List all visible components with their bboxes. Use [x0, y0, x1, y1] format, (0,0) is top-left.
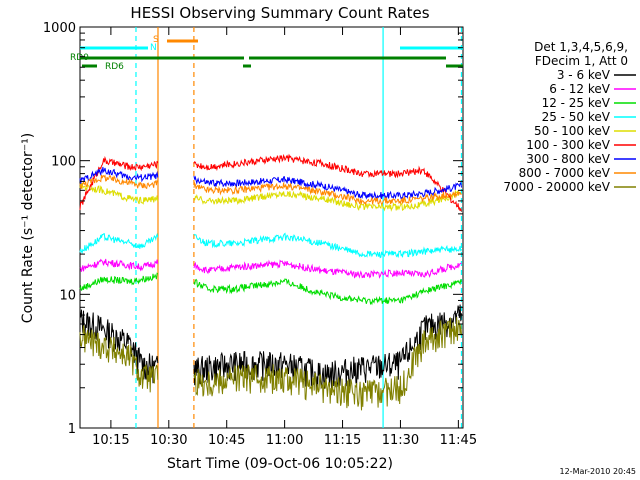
footer-date: 12-Mar-2010 20:45	[560, 467, 637, 476]
x-tick-label-0: 10:15	[92, 433, 129, 448]
y-tick-label-1: 10	[59, 288, 76, 303]
series-line-1	[79, 258, 462, 279]
legend-label-2: 12 - 25 keV	[542, 96, 611, 110]
legend-label-1: 6 - 12 keV	[549, 82, 611, 96]
legend-label-3: 25 - 50 keV	[542, 110, 611, 124]
chart-title: HESSI Observing Summary Count Rates	[130, 4, 429, 22]
flag-bars	[80, 39, 463, 68]
legend: Det 1,3,4,5,6,9,FDecim 1, Att 03 - 6 keV…	[503, 40, 636, 194]
x-tick-label-3: 11:00	[266, 433, 303, 448]
legend-label-4: 50 - 100 keV	[534, 124, 611, 138]
x-tick-label-2: 10:45	[208, 433, 245, 448]
legend-label-5: 100 - 300 keV	[526, 138, 610, 152]
series-line-8	[79, 317, 462, 411]
flag-s-label: S	[153, 35, 159, 45]
x-tick-label-6: 11:45	[440, 433, 477, 448]
series-line-2	[79, 272, 462, 306]
series-line-7	[79, 174, 462, 206]
series-line-3	[79, 232, 462, 259]
y-tick-label-3: 1000	[43, 21, 76, 36]
legend-label-6: 300 - 800 keV	[526, 152, 610, 166]
x-tick-label-5: 11:30	[382, 433, 419, 448]
x-tick-label-1: 10:30	[150, 433, 187, 448]
y-tick-label-2: 100	[51, 155, 76, 170]
y-axis-label: Count Rate (s⁻¹ detector⁻¹)	[20, 133, 36, 323]
y-tick-label-0: 1	[68, 422, 76, 437]
flag-n-label: N	[150, 43, 157, 53]
legend-header-0: Det 1,3,4,5,6,9,	[534, 40, 628, 54]
x-axis-label: Start Time (09-Oct-06 10:05:22)	[167, 456, 393, 472]
plot-frame	[79, 26, 464, 429]
legend-label-8: 7000 - 20000 keV	[503, 180, 610, 194]
legend-label-0: 3 - 6 keV	[557, 68, 611, 82]
flag-rd6-label: RD6	[105, 62, 124, 72]
series-line-5	[79, 153, 462, 212]
x-tick-label-4: 11:15	[324, 433, 361, 448]
series-line-4	[79, 182, 462, 212]
flag-rd0-label: RD0	[70, 53, 89, 63]
legend-header-1: FDecim 1, Att 0	[535, 54, 628, 68]
legend-label-7: 800 - 7000 keV	[519, 166, 611, 180]
series-line-6	[79, 166, 462, 200]
